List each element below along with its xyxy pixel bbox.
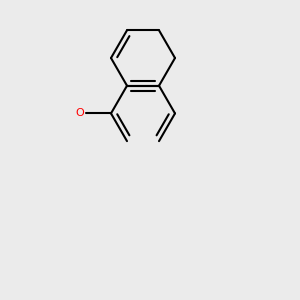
Text: O: O [76,108,84,118]
